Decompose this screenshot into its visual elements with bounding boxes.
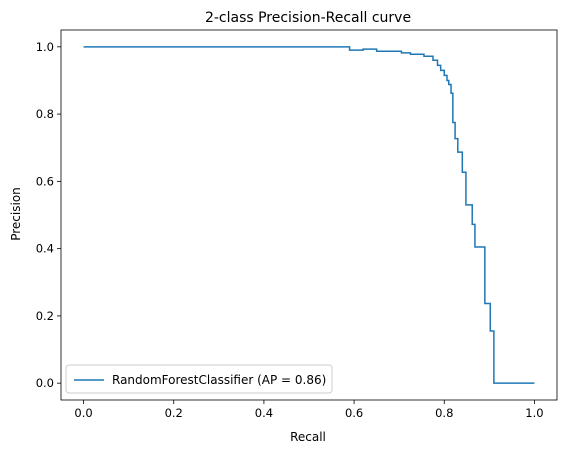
- x-tick-label: 1.0: [525, 406, 543, 420]
- legend-box: [65, 364, 333, 394]
- y-tick-label: 0.2: [36, 309, 54, 323]
- chart-title: 2-class Precision-Recall curve: [205, 10, 411, 26]
- y-axis-label: Precision: [9, 187, 23, 241]
- x-axis-ticks: 0.0 0.2 0.4 0.6 0.8 1.0: [74, 400, 544, 420]
- y-tick-label: 0.8: [36, 107, 54, 121]
- x-tick-label: 0.0: [74, 406, 92, 420]
- plot-area: [60, 29, 558, 401]
- legend: RandomForestClassifier (AP = 0.86): [65, 364, 333, 394]
- y-tick-label: 1.0: [36, 40, 54, 54]
- legend-entry-label: RandomForestClassifier (AP = 0.86): [112, 373, 326, 387]
- x-tick-label: 0.2: [165, 406, 183, 420]
- x-tick-label: 0.4: [255, 406, 273, 420]
- y-tick-label: 0.0: [36, 376, 54, 390]
- x-axis-label: Recall: [290, 430, 326, 444]
- y-tick-label: 0.4: [36, 242, 54, 256]
- x-tick-label: 0.6: [345, 406, 363, 420]
- y-tick-label: 0.6: [36, 174, 54, 188]
- series-line-0: [83, 46, 535, 384]
- x-tick-label: 0.8: [435, 406, 453, 420]
- y-axis-ticks: 0.0 0.2 0.4 0.6 0.8 1.0: [36, 40, 61, 390]
- axes-frame: [60, 29, 558, 401]
